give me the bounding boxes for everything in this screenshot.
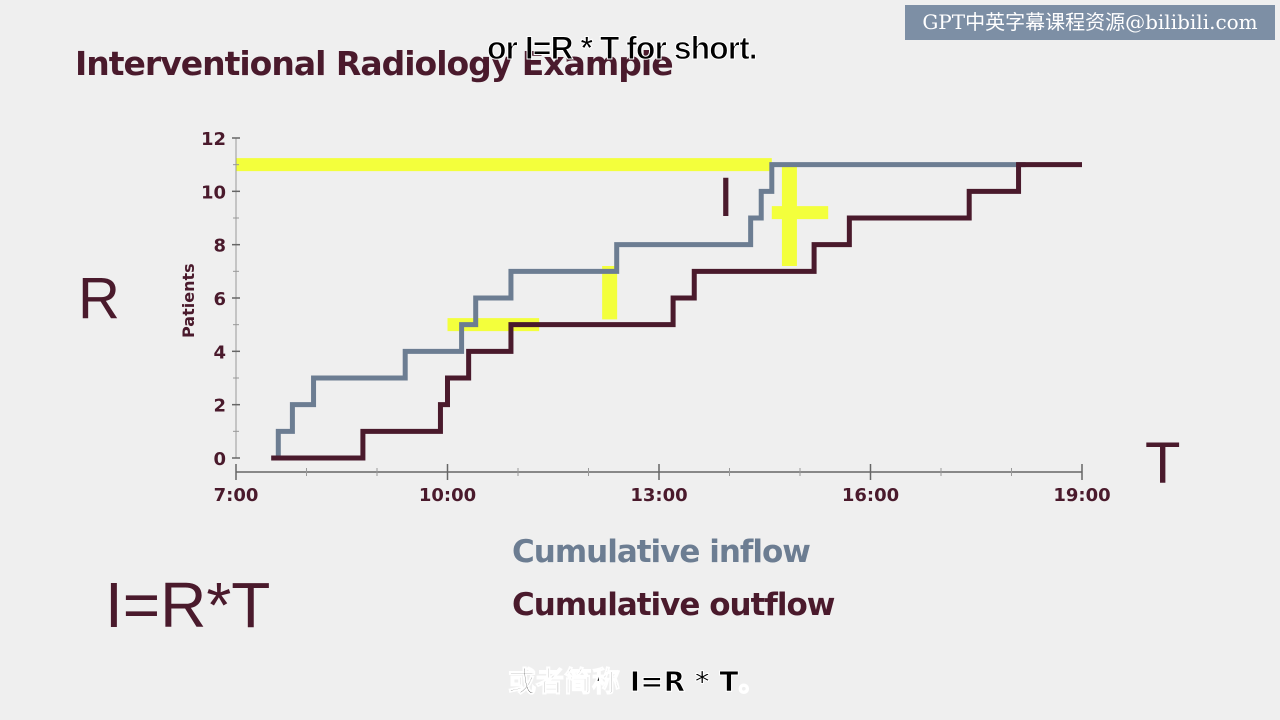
y-tick-label: 2 <box>213 396 226 417</box>
y-tick-label: 4 <box>213 342 226 363</box>
y-tick-label: 6 <box>213 289 226 310</box>
y-tick-label: 10 <box>201 182 226 203</box>
time-label: T <box>1145 431 1181 496</box>
y-tick-label: 0 <box>213 449 226 470</box>
x-tick-label: 19:00 <box>1053 485 1110 506</box>
legend-outflow: Cumulative outflow <box>512 587 835 623</box>
y-axis-label: Patients <box>179 263 198 338</box>
x-tick-label: 7:00 <box>214 485 259 506</box>
inventory-mark-label: I <box>718 165 734 228</box>
watermark-banner: GPT中英字幕课程资源@bilibili.com <box>905 5 1275 40</box>
x-tick-label: 16:00 <box>842 485 899 506</box>
y-tick-label: 12 <box>201 129 226 150</box>
littles-law-formula: I=R*T <box>105 569 271 641</box>
axis-layer: 0 2 4 6 8 10 12 7:00 10:00 13:00 16:00 19:00 <box>201 129 1111 506</box>
series-layer <box>271 162 1082 461</box>
inflow-step-line <box>271 162 1026 461</box>
subtitle-top: or I=R * T for short. <box>487 30 759 67</box>
x-tick-label: 10:00 <box>419 485 476 506</box>
legend-inflow: Cumulative inflow <box>512 534 811 570</box>
rate-label: R <box>78 266 120 331</box>
subtitle-bottom: 或者简称 I=R * T。 <box>507 665 767 699</box>
x-tick-label: 13:00 <box>630 485 687 506</box>
y-tick-label: 8 <box>213 236 226 257</box>
slide-title: Interventional Radiology Example <box>75 44 674 83</box>
outflow-step-line <box>271 162 1082 461</box>
